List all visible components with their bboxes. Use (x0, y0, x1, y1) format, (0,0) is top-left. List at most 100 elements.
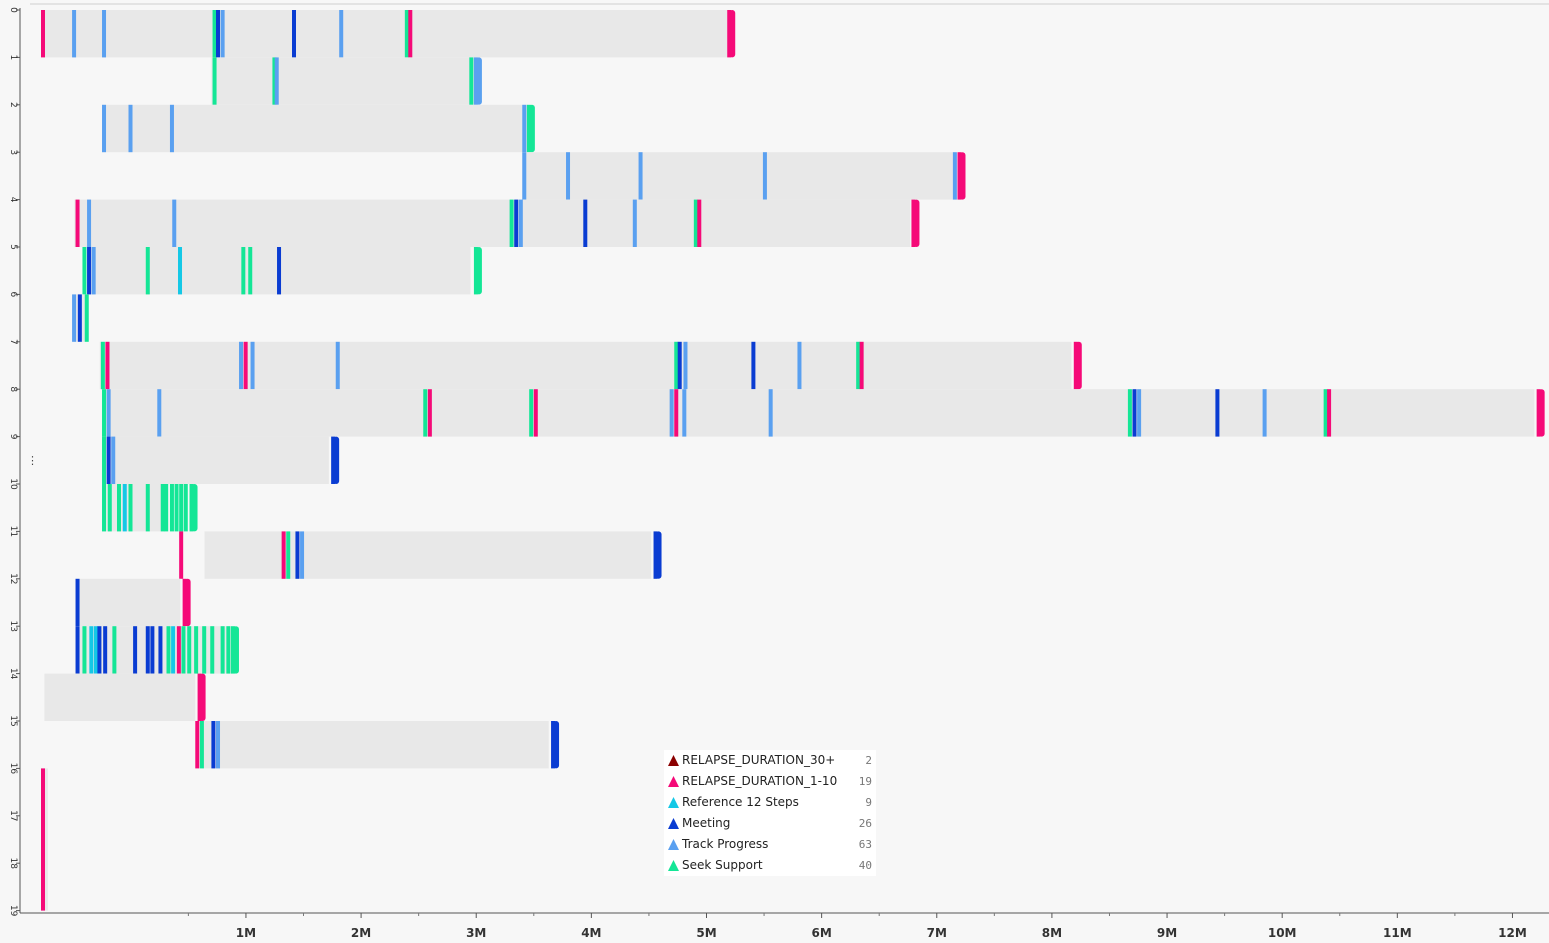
legend-item-track-progress[interactable]: Track Progress 63 (664, 834, 876, 855)
event-mark (100, 341, 105, 390)
triangle-icon (668, 839, 679, 850)
event-mark (469, 57, 474, 105)
event-mark (112, 626, 117, 674)
x-tick-label: 6M (811, 926, 831, 940)
event-mark (194, 626, 199, 674)
y-tick-label: 0 (8, 7, 18, 13)
event-mark (335, 341, 340, 390)
event-mark (122, 484, 127, 532)
event-mark (157, 389, 162, 437)
event-mark (697, 199, 702, 247)
event-mark (408, 10, 413, 58)
event-mark (952, 152, 957, 200)
event-mark (220, 10, 225, 58)
event-mark (427, 389, 432, 437)
event-mark (1262, 389, 1267, 437)
x-tick-label: 4M (581, 926, 601, 940)
y-tick-label: 4 (8, 197, 18, 203)
legend-count: 26 (858, 817, 872, 830)
legend-label: RELAPSE_DURATION_1-10 (682, 774, 838, 788)
event-mark (102, 389, 107, 437)
event-mark (669, 389, 674, 437)
event-mark (797, 341, 802, 390)
event-mark (533, 389, 538, 437)
event-mark (89, 626, 94, 674)
event-mark (93, 626, 98, 674)
event-mark (176, 626, 181, 674)
legend-item-reference-12-steps[interactable]: Reference 12 Steps 9 (664, 792, 876, 813)
event-mark (77, 294, 82, 342)
timeline-bar (202, 721, 549, 769)
legend-item-meeting[interactable]: Meeting 26 (664, 813, 876, 834)
event-mark (145, 484, 150, 532)
event-mark (274, 57, 279, 105)
event-mark (158, 626, 163, 674)
event-end-cap (191, 484, 198, 532)
event-mark (150, 626, 155, 674)
event-mark (751, 341, 756, 390)
event-mark (243, 341, 248, 390)
event-mark (172, 199, 177, 247)
event-mark (292, 10, 296, 58)
x-tick-label: 2M (351, 926, 371, 940)
event-mark (41, 10, 45, 58)
event-end-cap (528, 104, 535, 153)
y-tick-label: 9 (8, 434, 18, 440)
event-end-cap (913, 199, 920, 247)
event-mark (248, 247, 253, 295)
x-tick-label: 11M (1383, 926, 1412, 940)
event-mark (103, 626, 108, 674)
event-mark (522, 104, 527, 153)
y-tick-label: 13 (8, 620, 18, 631)
event-mark (583, 199, 588, 247)
event-mark (300, 531, 305, 579)
x-tick-label: 7M (927, 926, 947, 940)
event-mark (128, 484, 133, 532)
event-end-cap (184, 578, 191, 627)
event-mark (212, 57, 217, 105)
event-mark (82, 247, 87, 295)
legend-item-seek-support[interactable]: Seek Support 40 (664, 855, 876, 876)
event-mark (145, 626, 150, 674)
x-tick-label: 5M (696, 926, 716, 940)
legend-item-relapse-1-10[interactable]: RELAPSE_DURATION_1-10 19 (664, 771, 876, 792)
legend-label: Seek Support (682, 858, 763, 872)
event-mark (174, 484, 179, 532)
event-mark (674, 341, 679, 390)
event-mark (514, 199, 519, 247)
event-mark (241, 247, 246, 295)
event-mark (202, 626, 207, 674)
event-mark (682, 389, 687, 437)
y-tick-label: 2 (8, 102, 18, 108)
timeline-bar (204, 531, 652, 579)
legend-count: 19 (858, 775, 872, 788)
resize-grip-icon[interactable]: ⋮ (27, 454, 38, 467)
bars-layer (41, 10, 1545, 911)
event-end-cap (333, 436, 340, 484)
event-end-cap (1538, 389, 1545, 437)
timeline-bar (44, 673, 196, 721)
event-mark (423, 389, 428, 437)
legend-label: Track Progress (682, 837, 769, 851)
event-mark (1132, 389, 1137, 437)
event-mark (195, 721, 200, 769)
event-mark (509, 199, 514, 247)
triangle-icon (668, 755, 679, 766)
event-mark (102, 484, 107, 532)
event-mark (102, 436, 107, 484)
event-mark (41, 768, 45, 911)
x-tick-label: 9M (1157, 926, 1177, 940)
legend-label: Meeting (682, 816, 731, 830)
legend-item-relapse-30[interactable]: RELAPSE_DURATION_30+ 2 (664, 750, 876, 771)
x-tick-label: 3M (466, 926, 486, 940)
event-mark (216, 721, 221, 769)
y-tick-label: 10 (8, 478, 18, 490)
event-mark (160, 484, 165, 532)
event-mark (178, 247, 183, 295)
y-tick-label: 19 (8, 905, 18, 917)
y-tick-label: 14 (8, 668, 18, 680)
event-mark (762, 152, 767, 200)
event-mark (169, 484, 174, 532)
